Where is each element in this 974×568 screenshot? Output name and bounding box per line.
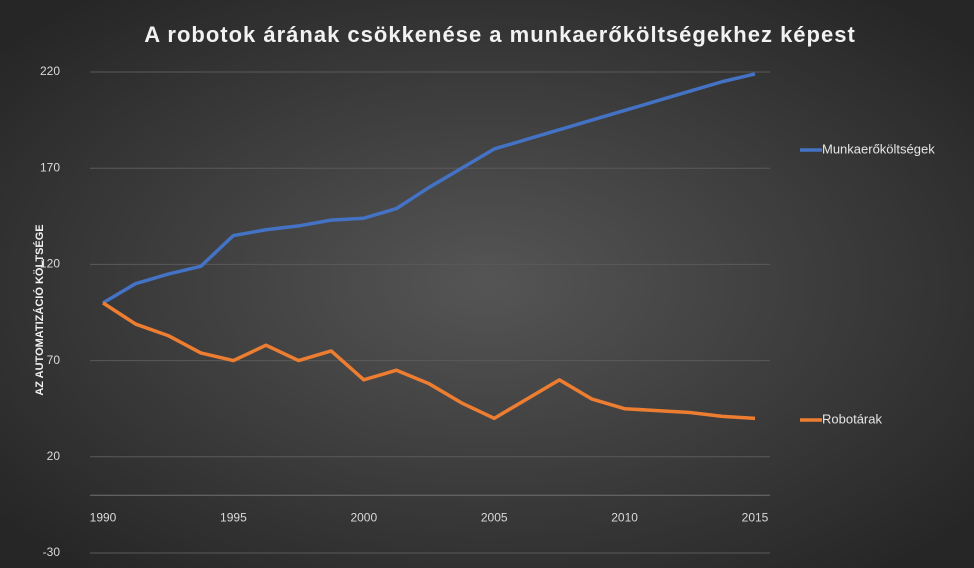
series-line bbox=[102, 72, 756, 305]
x-tick-label: 2000 bbox=[350, 510, 377, 524]
y-tick-label: 20 bbox=[47, 449, 61, 463]
legend-label: Munkaerőköltségek bbox=[822, 141, 935, 156]
x-tick-label: 1995 bbox=[220, 510, 247, 524]
y-tick-label: 120 bbox=[40, 257, 60, 271]
y-tick-label: 70 bbox=[47, 353, 61, 367]
x-tick-label: 1990 bbox=[90, 510, 117, 524]
y-tick-label: 220 bbox=[40, 64, 60, 78]
y-axis-title: AZ AUTOMATIZÁCIÓ KÖLTSÉGE bbox=[33, 224, 46, 395]
x-tick-label: 2015 bbox=[742, 510, 769, 524]
x-tick-label: 2005 bbox=[481, 510, 508, 524]
legend-label: Robotárak bbox=[822, 411, 882, 426]
y-tick-label: 170 bbox=[40, 160, 60, 174]
x-tick-label: 2010 bbox=[611, 510, 638, 524]
chart-title: A robotok árának csökkenése a munkaerőkö… bbox=[144, 22, 856, 47]
series-line bbox=[102, 301, 756, 421]
y-tick-label: -30 bbox=[43, 545, 61, 559]
